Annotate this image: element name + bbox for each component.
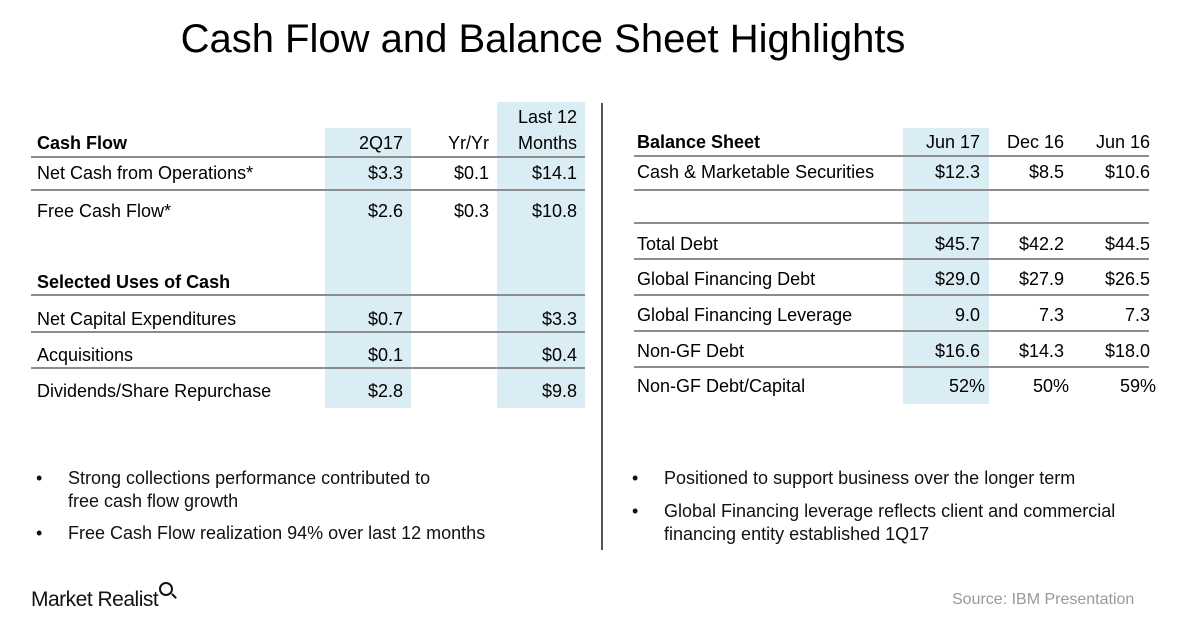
col-yryr-heading: Yr/Yr	[447, 133, 489, 153]
row-rule	[31, 294, 585, 296]
row-rule	[634, 366, 1149, 368]
table-row: Cash & Marketable Securities $12.3 $8.5 …	[637, 162, 1150, 182]
table-row: Total Debt $45.7 $42.2 $44.5	[637, 234, 1150, 254]
section-divider	[601, 103, 603, 550]
highlight-jun17-column	[903, 128, 989, 404]
table-row: Non-GF Debt/Capital 52% 50% 59%	[637, 376, 1156, 396]
table-row: Non-GF Debt $16.6 $14.3 $18.0	[637, 341, 1150, 361]
row-rule	[634, 155, 1149, 157]
col-ltm-heading: Months	[517, 133, 577, 153]
highlight-2q17-column	[325, 128, 411, 408]
market-realist-logo: Market Realist	[31, 582, 174, 612]
highlight-ltm-column	[497, 102, 585, 408]
row-rule	[31, 156, 585, 158]
cash-flow-header-row: Cash Flow 2Q17 Yr/Yr Months	[0, 129, 1200, 157]
row-rule	[634, 222, 1149, 224]
table-row: Global Financing Leverage 9.0 7.3 7.3	[637, 305, 1150, 325]
table-row: Free Cash Flow* $2.6 $0.3 $10.8	[37, 201, 577, 221]
col-2q17-heading: 2Q17	[358, 133, 403, 153]
bullet-icon: •	[36, 468, 43, 488]
row-rule	[634, 294, 1149, 296]
col-dec16-heading: Dec 16	[1006, 132, 1064, 152]
row-rule	[634, 330, 1149, 332]
uses-of-cash-heading: Selected Uses of Cash	[37, 272, 231, 292]
row-rule	[31, 367, 585, 369]
bullet-icon: •	[36, 523, 43, 543]
row-rule	[634, 189, 1149, 191]
page-title: Cash Flow and Balance Sheet Highlights	[180, 17, 906, 61]
balance-sheet-header-row: Balance Sheet Jun 17 Dec 16 Jun 16	[0, 128, 1200, 156]
row-rule	[31, 189, 585, 191]
table-row: Acquisitions $0.1 $0.4	[37, 345, 577, 365]
balance-sheet-heading: Balance Sheet	[637, 132, 761, 152]
cash-flow-heading: Cash Flow	[37, 133, 128, 153]
cash-flow-ltm-header-line1: Last 12	[517, 107, 577, 127]
col-jun17-heading: Jun 17	[925, 132, 980, 152]
col-jun16-heading: Jun 16	[1095, 132, 1150, 152]
row-rule	[634, 258, 1149, 260]
bullet-icon: •	[632, 501, 639, 521]
source-note: Source: IBM Presentation	[952, 591, 1135, 608]
bullet-icon: •	[632, 468, 639, 488]
table-row: Net Cash from Operations* $3.3 $0.1 $14.…	[37, 163, 577, 183]
table-row: Dividends/Share Repurchase $2.8 $9.8	[37, 381, 577, 401]
row-rule	[31, 331, 585, 333]
uses-of-cash-header-row: Selected Uses of Cash	[0, 268, 1200, 296]
table-row: Net Capital Expenditures $0.7 $3.3	[37, 309, 577, 329]
table-row: Global Financing Debt $29.0 $27.9 $26.5	[637, 269, 1150, 289]
magnifier-chart-icon	[159, 582, 174, 596]
